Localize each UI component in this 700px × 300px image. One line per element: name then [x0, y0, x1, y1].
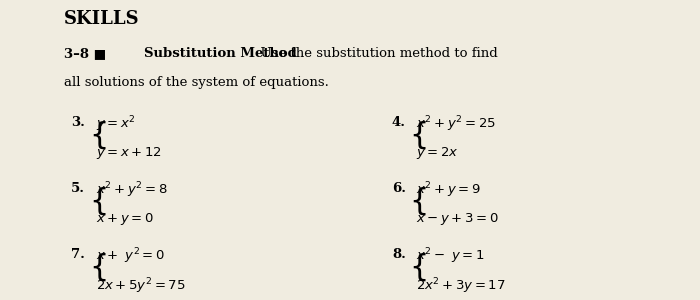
Text: $\{$: $\{$: [410, 119, 427, 151]
Text: SKILLS: SKILLS: [64, 10, 140, 28]
Text: 6.: 6.: [392, 182, 406, 195]
Text: $\{$: $\{$: [410, 251, 427, 283]
Text: $x^2 + y^2 = 8$: $x^2 + y^2 = 8$: [95, 181, 167, 200]
Text: $y = 2x$: $y = 2x$: [416, 145, 459, 161]
Text: $x +\ y^2 = 0$: $x +\ y^2 = 0$: [95, 247, 164, 266]
Text: 3.: 3.: [71, 116, 85, 129]
Text: $\{$: $\{$: [88, 185, 106, 217]
Text: 8.: 8.: [392, 248, 406, 261]
Text: $x - y + 3 = 0$: $x - y + 3 = 0$: [416, 211, 499, 227]
Text: $y = x^2$: $y = x^2$: [95, 115, 135, 134]
Text: $x^2 -\ y = 1$: $x^2 -\ y = 1$: [416, 247, 485, 266]
Text: 4.: 4.: [392, 116, 406, 129]
Text: Use the substitution method to find: Use the substitution method to find: [253, 47, 498, 60]
Text: $y = x + 12$: $y = x + 12$: [95, 145, 162, 161]
Text: $\{$: $\{$: [88, 251, 106, 283]
Text: $x + y = 0$: $x + y = 0$: [95, 211, 153, 227]
Text: $x^2 + y = 9$: $x^2 + y = 9$: [416, 181, 481, 200]
Text: $2x + 5y^2 = 75$: $2x + 5y^2 = 75$: [95, 277, 186, 296]
Text: 7.: 7.: [71, 248, 85, 261]
Text: $\{$: $\{$: [410, 185, 427, 217]
Text: 3–8 ■: 3–8 ■: [64, 47, 111, 60]
Text: $\{$: $\{$: [88, 119, 106, 151]
Text: 5.: 5.: [71, 182, 85, 195]
Text: Substitution Method: Substitution Method: [144, 47, 297, 60]
Text: all solutions of the system of equations.: all solutions of the system of equations…: [64, 76, 329, 89]
Text: $2x^2 + 3y = 17$: $2x^2 + 3y = 17$: [416, 277, 506, 296]
Text: $x^2 + y^2 = 25$: $x^2 + y^2 = 25$: [416, 115, 496, 134]
